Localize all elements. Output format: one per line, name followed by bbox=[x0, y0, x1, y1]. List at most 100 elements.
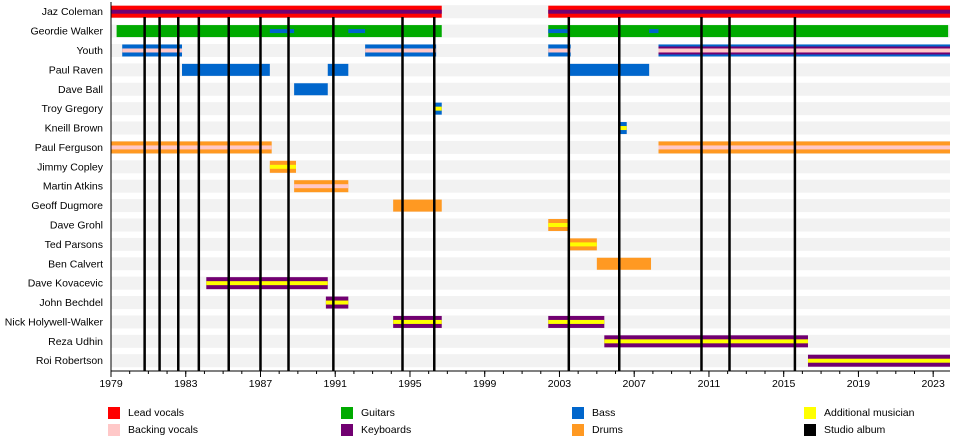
legend-item: Studio album bbox=[804, 424, 885, 436]
tick-label: 2015 bbox=[772, 378, 796, 390]
legend-swatch bbox=[804, 424, 816, 436]
tick-label: 1991 bbox=[324, 378, 348, 390]
legend-item: Additional musician bbox=[804, 407, 914, 419]
member-name: Kneill Brown bbox=[45, 123, 104, 135]
tick-label: 2023 bbox=[922, 378, 946, 390]
tick-label: 1987 bbox=[249, 378, 273, 390]
row-background bbox=[111, 315, 950, 329]
tick-label: 1983 bbox=[174, 378, 198, 390]
member-name: Martin Atkins bbox=[43, 181, 103, 193]
bar-stripe bbox=[111, 145, 272, 150]
legend-item: Guitars bbox=[341, 407, 395, 419]
row-background bbox=[111, 63, 950, 77]
row-background bbox=[111, 237, 950, 251]
tick-label: 2007 bbox=[623, 378, 647, 390]
legend-swatch bbox=[572, 424, 584, 436]
bar-stripe bbox=[548, 319, 605, 324]
member-name: John Bechdel bbox=[39, 297, 103, 309]
member-name: Paul Ferguson bbox=[35, 142, 103, 154]
member-bar bbox=[596, 257, 652, 270]
member-name: Geordie Walker bbox=[30, 26, 103, 38]
row-background bbox=[111, 179, 950, 193]
legend-swatch bbox=[804, 407, 816, 419]
legend-label: Bass bbox=[592, 407, 616, 419]
row-background bbox=[111, 257, 950, 271]
legend-item: Drums bbox=[572, 424, 623, 436]
legend-label: Backing vocals bbox=[128, 424, 199, 436]
member-bar bbox=[568, 63, 650, 76]
legend-item: Keyboards bbox=[341, 424, 411, 436]
legend-label: Drums bbox=[592, 424, 623, 436]
legend-swatch bbox=[108, 424, 120, 436]
bar-stripe bbox=[658, 145, 950, 150]
member-name: Dave Grohl bbox=[50, 219, 103, 231]
member-name: Paul Raven bbox=[49, 64, 103, 76]
member-bar bbox=[294, 83, 328, 96]
member-name: Jaz Coleman bbox=[42, 6, 103, 18]
tick-label: 1999 bbox=[473, 378, 497, 390]
tick-label: 2019 bbox=[847, 378, 871, 390]
member-name: Ben Calvert bbox=[48, 258, 103, 270]
member-name: Roi Robertson bbox=[36, 355, 103, 367]
row-background bbox=[111, 121, 950, 135]
bar-stripe bbox=[807, 358, 950, 363]
legend-label: Lead vocals bbox=[128, 407, 185, 419]
bar-stripe bbox=[658, 48, 950, 53]
bar-stripe bbox=[393, 319, 442, 324]
legend-item: Bass bbox=[572, 407, 615, 419]
member-bar bbox=[327, 63, 349, 76]
bar-stripe bbox=[269, 29, 295, 34]
bar-stripe bbox=[548, 29, 569, 34]
tick-label: 1979 bbox=[99, 378, 123, 390]
member-bar bbox=[393, 199, 442, 212]
legend-item: Backing vocals bbox=[108, 424, 198, 436]
member-name: Ted Parsons bbox=[45, 239, 103, 251]
bar-stripe bbox=[619, 126, 627, 131]
row-background bbox=[111, 218, 950, 232]
bar-stripe bbox=[294, 184, 349, 189]
member-name: Dave Kovacevic bbox=[28, 278, 103, 290]
bar-stripe bbox=[604, 339, 808, 344]
timeline-svg: Jaz Coleman Geordie Walker Youth Paul Raven… bbox=[5, 2, 950, 390]
member-name: Youth bbox=[77, 45, 104, 57]
member-bar bbox=[548, 25, 949, 38]
bar-stripe bbox=[548, 222, 569, 227]
tick-label: 2011 bbox=[698, 378, 721, 390]
member-name: Reza Udhin bbox=[48, 336, 103, 348]
bar-stripe bbox=[548, 48, 571, 53]
row-background bbox=[111, 82, 950, 96]
row-background bbox=[111, 160, 950, 174]
bar-stripe bbox=[649, 29, 659, 34]
bar-stripe bbox=[548, 9, 950, 14]
bar-stripe bbox=[269, 164, 296, 169]
legend-swatch bbox=[572, 407, 584, 419]
legend-swatch bbox=[341, 424, 353, 436]
row-background bbox=[111, 334, 950, 348]
tick-label: 1995 bbox=[398, 378, 422, 390]
legend-swatch bbox=[341, 407, 353, 419]
row-background bbox=[111, 354, 950, 368]
member-bar bbox=[182, 63, 270, 76]
legend-label: Studio album bbox=[824, 424, 886, 436]
member-name: Dave Ball bbox=[58, 84, 103, 96]
bar-stripe bbox=[348, 29, 366, 34]
member-name: Jimmy Copley bbox=[37, 161, 104, 173]
legend-label: Additional musician bbox=[824, 407, 915, 419]
bar-stripe bbox=[206, 281, 328, 286]
row-background bbox=[111, 296, 950, 310]
legend-swatch bbox=[108, 407, 120, 419]
legend-label: Guitars bbox=[361, 407, 395, 419]
member-name: Troy Gregory bbox=[42, 103, 104, 115]
bar-stripe bbox=[365, 48, 437, 53]
bar-stripe bbox=[325, 300, 349, 305]
legend-item: Lead vocals bbox=[108, 407, 184, 419]
bar-stripe bbox=[111, 9, 442, 14]
member-name: Geoff Dugmore bbox=[31, 200, 103, 212]
bar-stripe bbox=[568, 242, 597, 247]
tick-label: 2003 bbox=[548, 378, 572, 390]
row-background bbox=[111, 102, 950, 116]
bar-stripe bbox=[434, 106, 442, 111]
legend-label: Keyboards bbox=[361, 424, 412, 436]
member-name: Nick Holywell-Walker bbox=[5, 316, 104, 328]
